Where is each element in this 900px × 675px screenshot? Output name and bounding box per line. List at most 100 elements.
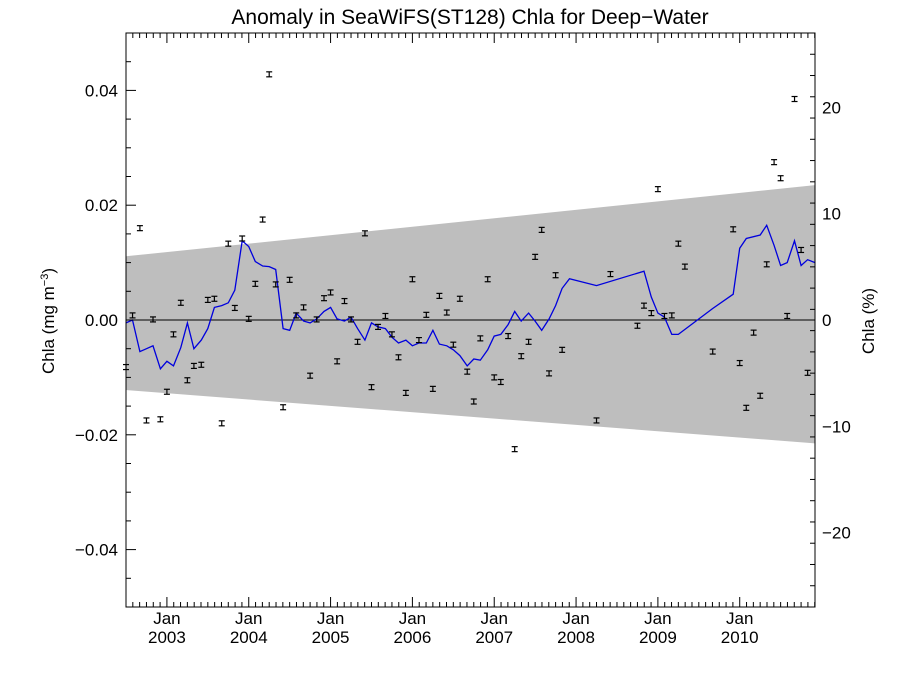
data-point: [177, 299, 184, 306]
data-point: [750, 329, 757, 336]
data-point: [286, 276, 293, 283]
right-axis-title: Chla (%): [859, 288, 878, 354]
data-point: [511, 446, 518, 453]
x-year-label: 2009: [639, 628, 677, 647]
data-point: [518, 353, 525, 360]
data-point: [293, 312, 300, 319]
data-point: [307, 372, 314, 379]
data-point: [272, 281, 279, 288]
right-tick-label: −20: [822, 524, 851, 543]
data-point: [634, 322, 641, 329]
data-point: [497, 378, 504, 386]
left-tick-label: −0.04: [75, 541, 118, 560]
data-point: [552, 272, 559, 279]
data-point: [163, 388, 170, 395]
series-line: [125, 223, 816, 371]
left-tick-label: −0.02: [75, 426, 118, 445]
x-year-label: 2003: [148, 628, 186, 647]
x-month-label: Jan: [562, 609, 589, 628]
data-point: [150, 316, 157, 323]
data-point: [525, 338, 532, 345]
data-point: [607, 270, 614, 278]
data-point: [245, 315, 252, 322]
data-point: [640, 302, 647, 309]
x-year-label: 2004: [230, 628, 268, 647]
data-point: [402, 389, 409, 396]
data-point: [505, 332, 512, 340]
data-point: [423, 311, 430, 318]
right-tick-label: 20: [822, 98, 841, 117]
data-point: [190, 362, 197, 370]
data-point: [341, 297, 348, 305]
x-year-label: 2007: [475, 628, 513, 647]
data-point: [334, 358, 341, 365]
x-month-label: Jan: [399, 609, 426, 628]
data-point: [798, 246, 805, 254]
left-tick-label: 0.04: [85, 81, 118, 100]
data-point: [211, 295, 218, 302]
data-point: [648, 310, 655, 317]
data-point: [375, 323, 382, 330]
data-point: [300, 304, 307, 311]
data-point: [777, 175, 784, 182]
data-point: [456, 295, 463, 302]
data-point: [532, 253, 539, 260]
data-point: [225, 240, 232, 247]
data-point: [395, 354, 402, 361]
data-point: [593, 417, 600, 424]
data-point: [443, 309, 450, 316]
right-tick-label: 0: [822, 311, 831, 330]
data-point: [198, 361, 205, 368]
data-point: [681, 263, 688, 270]
uncertainty-band: [126, 185, 815, 444]
data-point: [204, 296, 211, 304]
data-point: [757, 392, 764, 399]
data-point: [157, 416, 164, 423]
data-point: [436, 292, 443, 299]
data-point: [763, 261, 770, 268]
data-point: [709, 348, 716, 355]
data-point: [743, 404, 750, 411]
left-y-axis: 0.04 0.02 0.00 −0.02 −0.04: [75, 32, 136, 608]
data-point: [484, 276, 491, 283]
data-point: [361, 230, 368, 237]
data-point: [654, 186, 661, 193]
x-month-label: Jan: [726, 609, 753, 628]
data-point: [136, 225, 143, 232]
data-point: [771, 159, 778, 166]
data-point: [239, 235, 246, 242]
data-point: [491, 374, 498, 381]
data-point: [348, 316, 355, 323]
data-point: [791, 95, 798, 103]
data-point: [184, 377, 191, 384]
data-point: [409, 276, 416, 283]
data-point: [252, 280, 259, 287]
x-year-label: 2006: [393, 628, 431, 647]
x-axis: Jan2003Jan2004Jan2005Jan2006Jan2007Jan20…: [125, 33, 816, 647]
data-point: [661, 312, 668, 320]
left-tick-label: 0.00: [85, 311, 118, 330]
data-point: [170, 331, 177, 338]
data-point: [470, 398, 477, 405]
data-point: [429, 385, 436, 392]
x-month-label: Jan: [235, 609, 262, 628]
data-point: [129, 312, 136, 319]
data-point: [388, 331, 395, 338]
data-point: [730, 226, 737, 233]
data-point: [382, 312, 389, 320]
data-point: [327, 289, 334, 296]
data-point: [559, 346, 566, 353]
data-point: [143, 417, 150, 424]
data-point: [784, 312, 791, 320]
x-year-label: 2008: [557, 628, 595, 647]
data-point: [538, 226, 545, 233]
data-point: [736, 359, 743, 367]
x-month-label: Jan: [644, 609, 671, 628]
data-point: [668, 312, 675, 319]
x-month-label: Jan: [481, 609, 508, 628]
plot-area: [123, 32, 816, 608]
data-point: [259, 216, 266, 223]
right-y-axis: 20 10 0 −10 −20: [810, 53, 851, 587]
data-point: [415, 336, 422, 344]
